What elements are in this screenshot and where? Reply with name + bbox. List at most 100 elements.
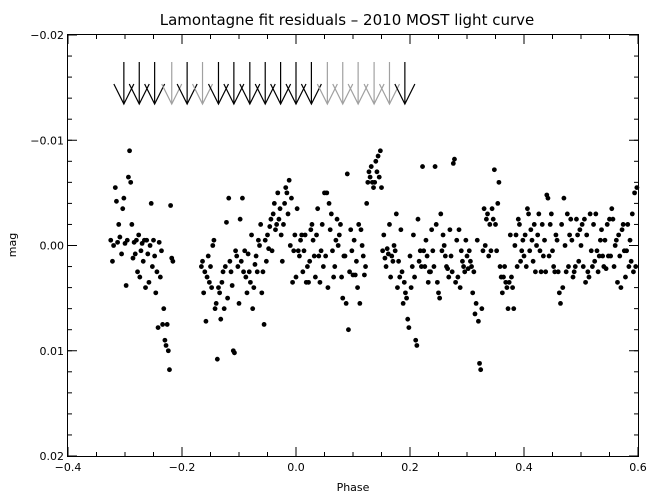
data-point <box>273 227 278 233</box>
data-point <box>553 232 559 238</box>
data-point <box>540 253 546 259</box>
data-point <box>317 279 323 285</box>
data-point <box>134 237 139 243</box>
data-point <box>244 290 250 296</box>
data-point <box>380 248 386 254</box>
data-point <box>352 272 358 278</box>
data-point <box>480 248 486 254</box>
data-point <box>319 222 325 227</box>
data-point <box>121 195 127 201</box>
data-point <box>593 211 599 217</box>
x-tick-label: 0.2 <box>401 461 419 474</box>
data-point <box>157 274 163 280</box>
data-point <box>324 190 330 196</box>
data-point <box>403 290 408 296</box>
data-point <box>235 264 241 269</box>
phase-arrow-dark <box>113 62 135 106</box>
data-point <box>631 269 636 275</box>
data-point <box>277 206 283 212</box>
data-point <box>368 164 374 169</box>
data-point <box>626 264 632 269</box>
data-point <box>504 285 510 290</box>
data-point <box>586 274 592 280</box>
data-point <box>227 258 233 264</box>
data-point <box>466 248 472 254</box>
data-point <box>588 248 594 254</box>
data-point <box>240 195 245 201</box>
data-point <box>564 211 570 217</box>
data-point <box>379 185 384 191</box>
phase-arrow-dark <box>285 62 307 106</box>
chart-title: Lamontagne fit residuals – 2010 MOST lig… <box>160 11 535 29</box>
data-point <box>608 253 614 259</box>
data-point <box>156 239 162 245</box>
data-point <box>357 300 363 306</box>
data-point <box>616 232 622 238</box>
data-point <box>123 283 129 288</box>
data-point <box>351 237 357 243</box>
data-point <box>461 264 466 269</box>
data-point <box>112 185 118 191</box>
data-point <box>253 253 259 259</box>
data-point <box>550 248 555 254</box>
data-point <box>559 222 565 227</box>
data-point <box>597 237 603 243</box>
data-point <box>284 190 290 196</box>
data-point <box>387 222 392 227</box>
data-point <box>503 279 509 285</box>
data-point <box>519 248 525 254</box>
data-point <box>415 216 421 222</box>
data-point <box>126 174 131 180</box>
data-point <box>327 227 333 233</box>
data-point <box>217 290 223 296</box>
data-point <box>513 232 519 238</box>
data-point <box>554 237 560 243</box>
data-point <box>170 258 176 264</box>
data-point <box>600 253 606 259</box>
data-point <box>623 274 628 280</box>
data-point <box>356 222 362 227</box>
data-point <box>572 264 578 269</box>
data-point <box>299 232 305 238</box>
data-point <box>468 258 473 264</box>
data-points <box>108 148 640 373</box>
data-point <box>391 243 397 248</box>
data-point <box>355 285 360 290</box>
data-point <box>628 258 634 264</box>
data-point <box>522 232 528 238</box>
y-tick-label: 0.02 <box>40 450 65 463</box>
data-point <box>404 295 409 301</box>
data-point <box>477 360 482 366</box>
data-point <box>538 269 544 275</box>
data-point <box>629 211 635 217</box>
data-point <box>211 237 217 243</box>
data-point <box>145 251 151 257</box>
data-point <box>488 248 494 254</box>
data-point <box>507 232 513 238</box>
data-point <box>433 222 439 227</box>
data-point <box>490 216 496 222</box>
data-point <box>463 237 469 243</box>
phase-arrow-dark <box>270 62 292 106</box>
data-point <box>520 237 526 243</box>
data-point <box>576 258 582 264</box>
data-point <box>210 243 216 248</box>
data-point <box>604 222 610 227</box>
data-point <box>528 227 534 233</box>
data-point <box>265 232 270 238</box>
data-point <box>305 264 310 269</box>
data-point <box>414 343 420 348</box>
data-point <box>568 216 574 222</box>
data-point <box>365 179 371 185</box>
data-point <box>343 300 349 306</box>
data-point <box>209 285 215 290</box>
data-point <box>330 248 335 254</box>
data-point <box>282 201 287 206</box>
data-point <box>258 222 264 227</box>
data-point <box>575 232 580 238</box>
data-point <box>411 232 416 238</box>
data-point <box>582 216 587 222</box>
data-point <box>495 201 501 206</box>
data-point <box>442 253 448 259</box>
